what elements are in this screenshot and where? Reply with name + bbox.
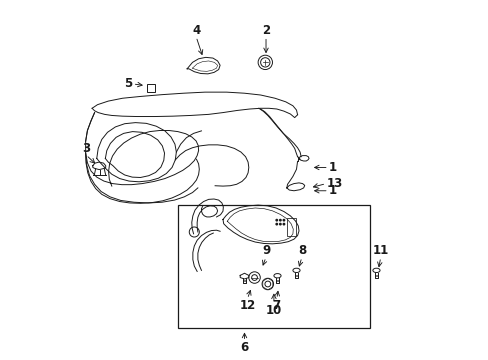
Text: 10: 10 xyxy=(265,304,282,317)
Circle shape xyxy=(282,223,285,226)
Text: 9: 9 xyxy=(262,244,269,257)
Text: 2: 2 xyxy=(262,23,269,37)
Text: 1: 1 xyxy=(328,184,336,197)
Circle shape xyxy=(278,223,281,226)
Text: 13: 13 xyxy=(325,177,342,190)
Bar xyxy=(286,218,295,235)
Circle shape xyxy=(275,223,278,226)
Text: 11: 11 xyxy=(372,244,388,257)
Text: 6: 6 xyxy=(240,341,248,354)
Circle shape xyxy=(282,219,285,222)
Bar xyxy=(147,84,155,92)
Text: 3: 3 xyxy=(82,142,90,155)
Text: 1: 1 xyxy=(328,161,336,174)
Bar xyxy=(178,205,369,328)
Text: 12: 12 xyxy=(239,299,255,312)
Circle shape xyxy=(275,219,278,222)
Text: 4: 4 xyxy=(192,23,200,37)
Text: 7: 7 xyxy=(272,299,280,312)
Text: 8: 8 xyxy=(297,244,305,257)
Circle shape xyxy=(278,219,281,222)
Text: 5: 5 xyxy=(124,77,132,90)
